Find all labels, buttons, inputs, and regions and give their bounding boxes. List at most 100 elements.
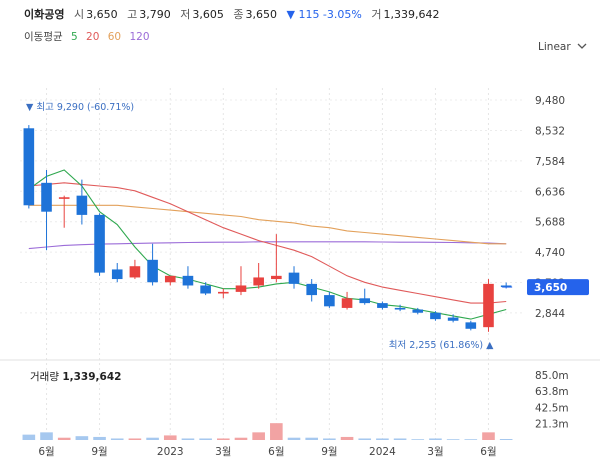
candle xyxy=(253,263,264,289)
last-price-label: 3,650 xyxy=(534,282,567,294)
candle xyxy=(447,314,459,323)
x-tick-label: 9월 xyxy=(321,446,337,458)
candle xyxy=(271,234,282,283)
volume-bar xyxy=(358,438,372,440)
x-tick-label: 3월 xyxy=(427,446,443,458)
candle-body xyxy=(447,317,459,321)
volume-bar xyxy=(376,438,389,440)
candle-body xyxy=(377,303,388,308)
high-annotation: ▼ 최고 9,290 (-60.71%) xyxy=(26,102,134,113)
volume-bar xyxy=(270,423,283,440)
volume-bar xyxy=(252,432,265,440)
candle xyxy=(306,279,317,302)
volume-bar xyxy=(323,438,336,440)
volume-bar xyxy=(411,439,425,440)
ma-label: 이동평균 xyxy=(24,31,63,43)
volume-bar xyxy=(393,438,407,440)
candle xyxy=(377,301,388,310)
candle xyxy=(394,304,406,312)
x-tick-label: 2023 xyxy=(157,446,184,458)
candle-body xyxy=(76,195,88,215)
candle-body xyxy=(430,312,441,320)
candle-body xyxy=(41,182,52,212)
ma-60: 60 xyxy=(107,31,122,43)
scale-selector[interactable]: Linear xyxy=(538,41,587,53)
candle xyxy=(359,288,371,305)
volume-bar xyxy=(499,439,513,440)
volume-bar xyxy=(446,439,460,440)
high-label: 고 xyxy=(127,8,138,21)
price-tick-label: 6,636 xyxy=(535,186,565,198)
candle-body xyxy=(324,295,335,307)
candle-body xyxy=(235,285,247,292)
volume-bar xyxy=(340,436,354,440)
candle xyxy=(147,243,158,286)
volume-bar xyxy=(464,439,478,440)
candle-body xyxy=(147,259,158,283)
ma20-line xyxy=(28,182,507,304)
volume-value: 1,339,642 xyxy=(383,8,440,21)
low-annotation: 최저 2,255 (61.86%) ▲ xyxy=(389,340,494,351)
volume-panel-label: 거래량 1,339,642 xyxy=(30,369,121,384)
x-tick-label: 9월 xyxy=(91,446,107,458)
x-tick-label: 6월 xyxy=(268,446,284,458)
volume-bar xyxy=(199,438,212,440)
price-tick-label: 7,584 xyxy=(535,156,565,168)
price-tick-label: 8,532 xyxy=(535,125,565,137)
candle xyxy=(341,291,353,310)
close-value: 3,650 xyxy=(245,8,277,21)
candle xyxy=(129,259,141,280)
x-tick-label: 6월 xyxy=(480,446,496,458)
volume-bar xyxy=(40,432,53,440)
volume-tick-label: 63.8m xyxy=(535,386,569,398)
price-tick-label: 5,688 xyxy=(535,217,565,229)
candle xyxy=(41,169,52,251)
scale-label: Linear xyxy=(538,41,571,53)
candle-body xyxy=(164,275,176,283)
volume-bar xyxy=(287,437,301,440)
candle-body xyxy=(271,275,282,280)
candle xyxy=(23,125,35,209)
open-value: 3,650 xyxy=(86,8,118,21)
candle xyxy=(111,263,123,283)
candle xyxy=(76,179,88,225)
ma5-line xyxy=(28,169,507,320)
price-tick-label: 4,740 xyxy=(535,247,565,259)
candle xyxy=(58,195,70,228)
x-tick-label: 3월 xyxy=(215,446,231,458)
candle-body xyxy=(58,197,70,199)
volume-bar xyxy=(163,435,177,440)
volume-bar xyxy=(234,437,248,440)
price-tick-label: 2,844 xyxy=(535,308,565,320)
candle-body xyxy=(394,307,406,310)
candle-body xyxy=(218,291,229,294)
ma-20: 20 xyxy=(86,31,100,43)
volume-tick-label: 85.0m xyxy=(535,370,569,382)
ma-5: 5 xyxy=(70,31,78,43)
candle-body xyxy=(465,322,477,329)
candle-body xyxy=(23,128,35,206)
volume-label: 거 xyxy=(371,8,382,21)
candle xyxy=(412,307,424,315)
candle xyxy=(430,311,441,321)
volume-bar xyxy=(128,438,142,440)
candle xyxy=(483,279,494,332)
x-tick-label: 2024 xyxy=(369,446,396,458)
volume-bar xyxy=(181,438,195,440)
moving-average-legend[interactable]: 이동평균 5 20 60 120 xyxy=(24,29,155,44)
low-label: 저 xyxy=(180,8,191,21)
stock-name: 이화공영 xyxy=(24,8,65,21)
volume-bar xyxy=(305,437,318,440)
last-price-tag xyxy=(527,279,589,296)
change-value: ▼ 115 -3.05% xyxy=(286,8,362,21)
candle-body xyxy=(483,283,494,328)
volume-panel-title: 거래량 xyxy=(30,371,59,383)
candle xyxy=(94,213,105,276)
candle-body xyxy=(500,285,512,288)
low-value: 3,605 xyxy=(192,8,224,21)
volume-bar xyxy=(22,434,36,440)
candle xyxy=(235,266,247,296)
candle xyxy=(465,320,477,331)
candle xyxy=(324,291,335,308)
